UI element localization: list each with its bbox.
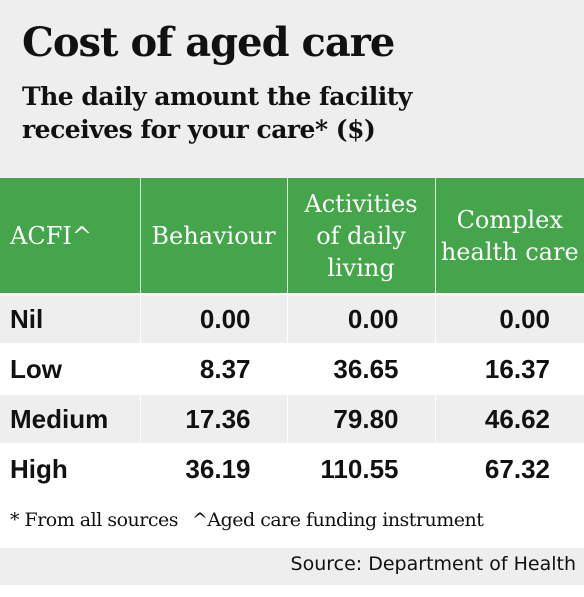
cell-medium-activities: 79.80 xyxy=(286,393,435,444)
subtitle-line-1: The daily amount the facility xyxy=(22,82,412,111)
footnotes: * From all sources ^Aged care funding in… xyxy=(0,493,584,537)
column-header-complex-health: Complex health care xyxy=(434,178,584,294)
footnote-acfi: ^Aged care funding instrument xyxy=(191,509,484,531)
cell-low-activities: 36.65 xyxy=(286,343,435,394)
cell-medium-behaviour: 17.36 xyxy=(139,393,287,444)
chart-title: Cost of aged care xyxy=(22,19,395,66)
chart-subtitle: The daily amount the facility receives f… xyxy=(22,80,584,146)
row-label-high: High xyxy=(0,443,140,493)
source-credit: Source: Department of Health xyxy=(0,548,584,585)
cell-high-activities: 110.55 xyxy=(286,443,435,493)
table-header-row: ACFI^ Behaviour Activities of daily livi… xyxy=(0,178,584,294)
cell-nil-activities: 0.00 xyxy=(286,293,435,344)
row-label-medium: Medium xyxy=(0,393,140,444)
row-label-low: Low xyxy=(0,343,140,394)
cell-nil-behaviour: 0.00 xyxy=(139,293,287,344)
cell-medium-complex-health: 46.62 xyxy=(434,393,584,444)
footnote-sources: * From all sources xyxy=(10,509,178,531)
column-header-acfi: ACFI^ xyxy=(0,178,140,294)
cell-high-behaviour: 36.19 xyxy=(139,443,287,493)
subtitle-line-2: receives for your care* ($) xyxy=(22,115,376,144)
cell-low-complex-health: 16.37 xyxy=(434,343,584,394)
cell-nil-complex-health: 0.00 xyxy=(434,293,584,344)
column-header-behaviour: Behaviour xyxy=(139,178,287,294)
cost-table: ACFI^ Behaviour Activities of daily livi… xyxy=(0,178,584,493)
column-header-activities: Activities of daily living xyxy=(286,178,435,294)
table-row: Low 8.37 36.65 16.37 xyxy=(0,343,584,394)
table-row: Medium 17.36 79.80 46.62 xyxy=(0,393,584,444)
cell-low-behaviour: 8.37 xyxy=(139,343,287,394)
cell-high-complex-health: 67.32 xyxy=(434,443,584,493)
header: Cost of aged care The daily amount the f… xyxy=(0,0,584,178)
row-label-nil: Nil xyxy=(0,293,140,344)
table-row: High 36.19 110.55 67.32 xyxy=(0,443,584,493)
table-row: Nil 0.00 0.00 0.00 xyxy=(0,293,584,344)
